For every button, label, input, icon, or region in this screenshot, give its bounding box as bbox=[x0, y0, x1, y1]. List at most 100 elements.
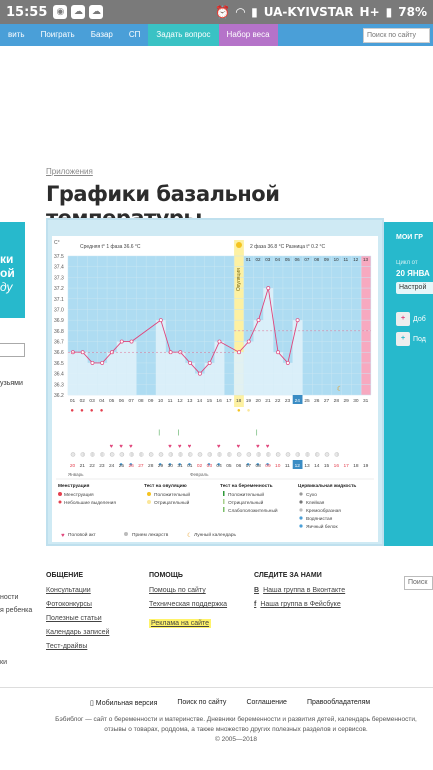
temp-bar bbox=[292, 320, 303, 395]
cervical-fluid-icon: ● bbox=[188, 462, 192, 468]
cycle-day-label: 23 bbox=[285, 398, 291, 404]
footer-left-link[interactable]: я ребенка bbox=[0, 607, 33, 614]
nav-item-weight[interactable]: Набор веса bbox=[218, 24, 278, 46]
legend-label: Яичный белок bbox=[306, 523, 338, 530]
y-tick-label: 36.2 bbox=[54, 393, 64, 399]
date-label: 27 bbox=[138, 463, 144, 469]
intercourse-icon: ♥ bbox=[109, 444, 113, 450]
y-tick-label: 36.5 bbox=[54, 361, 64, 367]
y-tick-label: 37.5 bbox=[54, 254, 64, 260]
add-button[interactable]: + Доб bbox=[396, 311, 433, 327]
copyright: © 2005—2018 bbox=[214, 736, 257, 743]
legend-label: Клейкая bbox=[306, 499, 325, 506]
site-search-link[interactable]: Поиск по сайту bbox=[177, 699, 227, 706]
medication-icon: ◍ bbox=[256, 452, 261, 458]
vk-label: Наша группа в Вконтакте bbox=[263, 587, 346, 594]
legend-pregneg-icon bbox=[223, 499, 225, 504]
top-day-label: 08 bbox=[314, 257, 320, 262]
temp-point bbox=[237, 350, 241, 355]
cycle-day-label: 21 bbox=[265, 398, 271, 404]
left-banner[interactable]: ки ой ду bbox=[0, 222, 25, 318]
settings-button[interactable]: Настрой bbox=[396, 282, 433, 294]
top-day-label: 07 bbox=[304, 257, 310, 262]
menstruation-drop: ● bbox=[80, 408, 84, 414]
top-day-label: 06 bbox=[295, 257, 301, 262]
date-label: 05 bbox=[226, 463, 232, 469]
legend-moon-icon: ☾ bbox=[187, 532, 192, 539]
date-label: 22 bbox=[89, 463, 95, 469]
mobile-version-link[interactable]: ▯ Мобильная версия bbox=[90, 699, 157, 707]
date-label: 07 bbox=[246, 463, 252, 469]
nav-item-play[interactable]: Поиграть bbox=[40, 30, 75, 39]
phone-icon: ▯ bbox=[90, 700, 96, 707]
date-label: 24 bbox=[109, 463, 115, 469]
footer-link[interactable]: Календарь записей bbox=[46, 629, 110, 636]
medication-icon: ◍ bbox=[295, 452, 300, 458]
my-charts-label[interactable]: МОИ ГР bbox=[396, 234, 423, 241]
legend-label: Положительный bbox=[154, 491, 190, 498]
temp-bar bbox=[175, 352, 186, 395]
footer-link[interactable]: Помощь по сайту bbox=[149, 587, 206, 594]
date-label: 13 bbox=[304, 463, 310, 469]
friends-label[interactable]: узьями bbox=[0, 380, 23, 387]
top-day-label: 11 bbox=[343, 257, 348, 262]
legend-label: Тест на беременность bbox=[220, 482, 273, 489]
date-label: 29 bbox=[158, 463, 164, 469]
rightholders-link[interactable]: Правообладателям bbox=[306, 699, 371, 706]
footer-link[interactable]: Фотоконкурсы bbox=[46, 601, 92, 608]
nav-item-bazar[interactable]: Базар bbox=[90, 30, 113, 39]
temp-point bbox=[266, 286, 271, 291]
y-tick-label: 36.4 bbox=[54, 372, 64, 378]
date-label: 01 bbox=[187, 463, 193, 469]
cervical-fluid-icon: ● bbox=[178, 462, 182, 468]
bottom-links: ▯ Мобильная версия Поиск по сайту Соглаш… bbox=[90, 699, 370, 707]
cervical-fluid-icon: ● bbox=[246, 462, 250, 468]
footer-left-link[interactable]: ности bbox=[0, 594, 19, 601]
legend-cervical-icon bbox=[299, 516, 303, 520]
left-input[interactable] bbox=[0, 343, 25, 357]
date-label: 31 bbox=[177, 463, 183, 469]
temp-bar bbox=[155, 320, 166, 395]
cycle-day-label: 10 bbox=[158, 398, 164, 404]
temp-point bbox=[158, 318, 163, 323]
footer-link[interactable]: Полезные статьи bbox=[46, 615, 102, 622]
cervical-fluid-icon: ● bbox=[217, 462, 221, 468]
legend-label: Менструация bbox=[64, 492, 94, 498]
footer-left-link[interactable]: ки bbox=[0, 659, 7, 666]
ask-question-button[interactable]: Задать вопрос bbox=[148, 24, 219, 46]
sun-icon bbox=[235, 242, 242, 248]
ovulation-test-positive-icon: ● bbox=[237, 408, 241, 414]
temp-bar bbox=[195, 373, 205, 395]
breadcrumb[interactable]: Приложения bbox=[46, 167, 93, 176]
legend-label: Цервикальная жидкость bbox=[298, 483, 356, 489]
footer-heading: СЛЕДИТЕ ЗА НАМИ bbox=[254, 572, 322, 579]
cycle-day-label: 06 bbox=[119, 398, 125, 404]
cycle-day-label: 01 bbox=[70, 398, 76, 404]
medication-icon: ◍ bbox=[266, 452, 271, 458]
agreement-link[interactable]: Соглашение bbox=[246, 699, 287, 706]
cycle-day-label: 22 bbox=[275, 398, 281, 404]
date-label: 06 bbox=[236, 463, 242, 469]
nav-item-sp[interactable]: СП bbox=[128, 30, 141, 39]
date-label: 18 bbox=[353, 463, 359, 469]
connect-button[interactable]: + Под bbox=[396, 331, 433, 347]
cycle-label: Цикл от bbox=[396, 260, 418, 266]
legend-label: Небольшие выделения bbox=[64, 500, 116, 506]
advertising-link[interactable]: Реклама на сайте bbox=[149, 619, 212, 628]
footer-link[interactable]: Консультации bbox=[46, 587, 91, 594]
month-label: Январь bbox=[68, 472, 84, 477]
temp-bar bbox=[107, 352, 117, 395]
footer-link[interactable]: Тест-драйвы bbox=[46, 643, 88, 650]
footer-link[interactable]: Техническая поддержка bbox=[149, 601, 228, 608]
facebook-link[interactable]: f Наша группа в Фейсбуке bbox=[254, 601, 345, 608]
legend-label: Кремообразная bbox=[306, 508, 341, 514]
medication-icon: ◍ bbox=[188, 452, 193, 458]
legend-pregweak-icon bbox=[223, 507, 225, 512]
nav-item[interactable]: вить bbox=[8, 30, 25, 39]
top-day-label: 04 bbox=[275, 257, 281, 262]
temp-bar bbox=[282, 362, 293, 395]
legend-label: Лунный календарь bbox=[194, 531, 236, 538]
search-input[interactable]: Поиск по сайту bbox=[363, 27, 430, 43]
vk-link[interactable]: B Наша группа в Вконтакте bbox=[254, 587, 345, 594]
footer-search-input[interactable]: Поиск bbox=[404, 576, 433, 590]
